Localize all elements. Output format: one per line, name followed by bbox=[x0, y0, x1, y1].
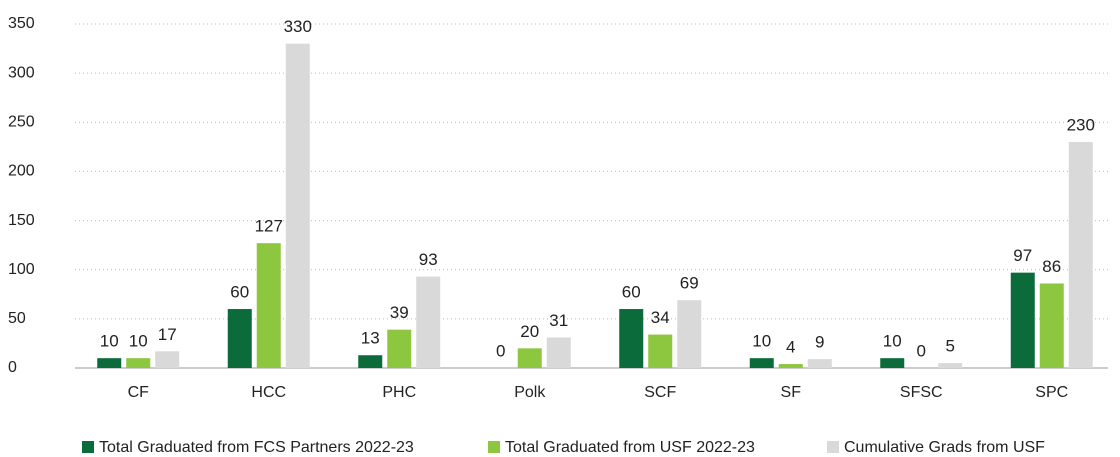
data-label: 31 bbox=[549, 311, 568, 330]
bar bbox=[517, 348, 542, 368]
bar bbox=[938, 363, 963, 368]
y-tick-label: 300 bbox=[8, 64, 35, 81]
legend-label: Total Graduated from FCS Partners 2022-2… bbox=[99, 439, 414, 456]
legend-label: Cumulative Grads from USF bbox=[844, 439, 1045, 456]
x-tick-label: SF bbox=[781, 384, 802, 401]
bar bbox=[677, 300, 702, 368]
data-label: 230 bbox=[1067, 115, 1095, 134]
bar bbox=[387, 329, 412, 368]
y-tick-label: 50 bbox=[8, 310, 26, 327]
y-tick-label: 200 bbox=[8, 163, 35, 180]
y-tick-label: 0 bbox=[8, 359, 17, 376]
bar bbox=[807, 359, 832, 368]
bar bbox=[416, 276, 441, 368]
data-label: 10 bbox=[100, 332, 119, 351]
data-label: 5 bbox=[946, 337, 955, 356]
x-tick-label: Polk bbox=[514, 384, 546, 401]
bar bbox=[546, 337, 571, 368]
x-tick-label: SFSC bbox=[900, 384, 943, 401]
data-label: 69 bbox=[680, 274, 699, 293]
bar bbox=[155, 351, 180, 368]
bar bbox=[227, 309, 252, 368]
y-tick-label: 100 bbox=[8, 261, 35, 278]
x-tick-label: HCC bbox=[251, 384, 286, 401]
data-label: 13 bbox=[361, 329, 380, 348]
data-label: 93 bbox=[419, 250, 438, 269]
bar bbox=[358, 355, 383, 368]
bar bbox=[1068, 141, 1093, 368]
data-label: 97 bbox=[1013, 246, 1032, 265]
legend-swatch bbox=[82, 441, 94, 453]
data-label: 60 bbox=[230, 283, 249, 302]
bar bbox=[285, 43, 310, 369]
bar bbox=[256, 243, 281, 368]
bar bbox=[648, 334, 673, 368]
data-label: 60 bbox=[622, 283, 641, 302]
legend-label: Total Graduated from USF 2022-23 bbox=[505, 439, 755, 456]
data-label: 127 bbox=[255, 217, 283, 236]
legend-swatch bbox=[488, 441, 500, 453]
data-label: 10 bbox=[129, 332, 148, 351]
x-tick-label: PHC bbox=[382, 384, 416, 401]
data-label: 17 bbox=[158, 325, 177, 344]
y-tick-label: 250 bbox=[8, 114, 35, 131]
data-label: 34 bbox=[651, 308, 670, 327]
y-tick-label: 350 bbox=[8, 15, 35, 32]
data-label: 330 bbox=[284, 17, 312, 36]
bar bbox=[1010, 272, 1035, 368]
data-label: 39 bbox=[390, 303, 409, 322]
x-tick-label: SPC bbox=[1035, 384, 1068, 401]
bar bbox=[880, 358, 905, 368]
bar bbox=[619, 309, 644, 368]
bar bbox=[749, 358, 774, 368]
bar bbox=[97, 358, 122, 368]
x-tick-label: CF bbox=[128, 384, 150, 401]
data-label: 20 bbox=[520, 322, 539, 341]
legend-swatch bbox=[827, 441, 839, 453]
data-label: 0 bbox=[917, 341, 926, 360]
data-label: 10 bbox=[883, 332, 902, 351]
data-label: 9 bbox=[815, 333, 824, 352]
data-label: 4 bbox=[786, 338, 795, 357]
bar bbox=[778, 364, 803, 368]
data-label: 86 bbox=[1042, 257, 1061, 276]
bar bbox=[126, 358, 151, 368]
x-tick-label: SCF bbox=[644, 384, 676, 401]
y-tick-label: 150 bbox=[8, 212, 35, 229]
bar bbox=[1039, 283, 1064, 368]
data-label: 0 bbox=[496, 341, 505, 360]
data-label: 10 bbox=[752, 332, 771, 351]
